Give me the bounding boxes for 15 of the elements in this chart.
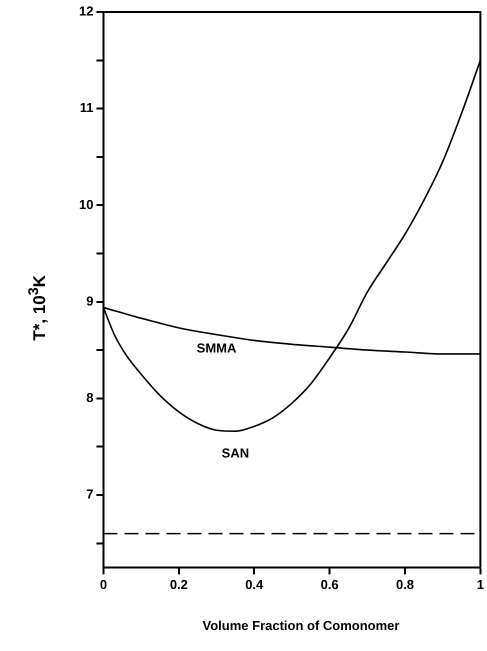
x-axis-title: Volume Fraction of Comonomer (202, 618, 400, 633)
series-label: SMMA (196, 340, 238, 356)
x-tick-label: 0.6 (320, 576, 339, 592)
y-tick-label: 12 (78, 4, 94, 19)
y-tick-label: 11 (80, 100, 94, 116)
y-tick-label: 10 (78, 196, 94, 212)
y-tick-label: 7 (86, 486, 94, 502)
y-tick-label: 8 (86, 390, 94, 405)
y-tick-label: 9 (86, 293, 94, 308)
x-tick-label: 0 (100, 576, 108, 592)
x-tick-label: 0.8 (396, 576, 414, 592)
series-label: SAN (222, 445, 250, 460)
x-tick-label: 0.4 (245, 576, 264, 592)
x-tick-label: 1 (476, 576, 484, 592)
x-tick-label: 0.2 (170, 576, 188, 592)
